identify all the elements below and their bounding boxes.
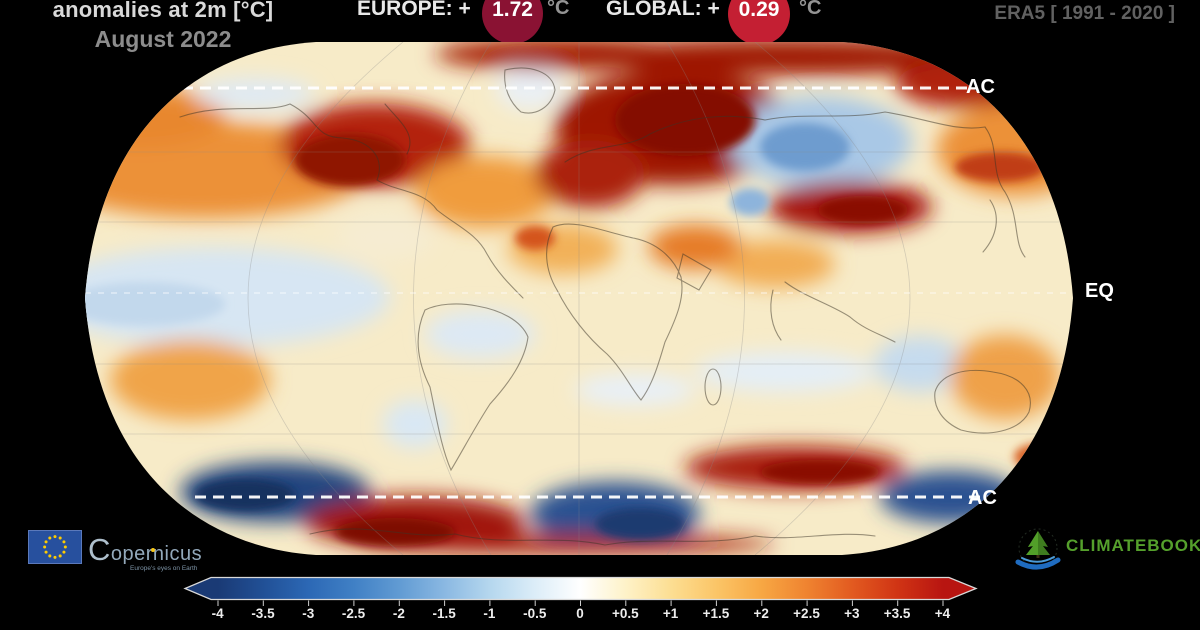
global-anomaly-value: 0.29 xyxy=(738,0,780,21)
colorbar-tick-label: -2 xyxy=(392,606,405,621)
title-block: anomalies at 2m [°C] August 2022 xyxy=(13,0,313,53)
world-anomaly-map xyxy=(85,42,1073,555)
colorbar-tick-labels: -4 -3.5 -3 -2.5 -2 -1.5 -1 -0.5 0 +0.5 +1 +1.5 +2 +2.… xyxy=(195,606,965,621)
dataset-caption: ERA5 [ 1991 - 2020 ] xyxy=(994,3,1175,24)
colorbar-tick-label: +2 xyxy=(753,606,769,621)
climatebook-globe-icon xyxy=(1015,528,1061,570)
coastlines xyxy=(179,67,1052,546)
colorbar-tick-label: +3.5 xyxy=(883,606,911,621)
europe-anomaly-value: 1.72 xyxy=(492,0,533,21)
copernicus-star-icon xyxy=(151,548,155,552)
europe-unit: °C xyxy=(547,0,570,19)
arctic-circle-label: AC xyxy=(966,76,995,98)
colorbar-ticks xyxy=(217,600,944,606)
global-unit: °C xyxy=(799,0,822,19)
page-title: anomalies at 2m [°C] xyxy=(52,0,274,22)
anomaly-blobs-intense xyxy=(85,84,1066,546)
colorbar-tick-label: +0.5 xyxy=(611,606,639,621)
europe-label: EUROPE: + xyxy=(357,0,471,20)
colorbar-tick-label: -2.5 xyxy=(341,606,366,621)
colorbar-tick-label: +2.5 xyxy=(793,606,820,621)
colorbar-tick-label: +4 xyxy=(934,606,951,621)
colorbar-tick-label: -1.5 xyxy=(432,606,456,621)
colorbar-tick-label: +1 xyxy=(662,606,679,621)
copernicus-wordmark: Copernicus xyxy=(88,532,203,567)
colorbar-tick-label: +3 xyxy=(844,606,860,621)
global-label: GLOBAL: + xyxy=(606,0,720,20)
copernicus-tagline: Europe's eyes on Earth xyxy=(130,565,198,572)
antarctic-circle-label: AC xyxy=(968,487,997,509)
colorbar-tick-label: -3.5 xyxy=(251,606,275,621)
page-subtitle: August 2022 xyxy=(94,26,232,52)
colorbar-tick-label: -1 xyxy=(483,606,496,621)
colorbar-tick-label: +1.5 xyxy=(702,606,730,621)
colorbar-tick-label: -3 xyxy=(302,606,315,621)
graticule xyxy=(85,42,1073,555)
colorbar xyxy=(183,576,978,606)
eu-flag-icon xyxy=(28,530,82,564)
colorbar-tick-label: -0.5 xyxy=(523,606,547,621)
colorbar-tick-label: -4 xyxy=(211,606,224,621)
colorbar-tick-label: 0 xyxy=(576,606,584,621)
equator-label: EQ xyxy=(1085,280,1114,302)
colorbar-gradient-bar xyxy=(183,576,978,601)
climatebook-wordmark: CLIMATEBOOK xyxy=(1066,536,1200,555)
copernicus-logo: Copernicus Europe's eyes on Earth xyxy=(88,532,202,572)
